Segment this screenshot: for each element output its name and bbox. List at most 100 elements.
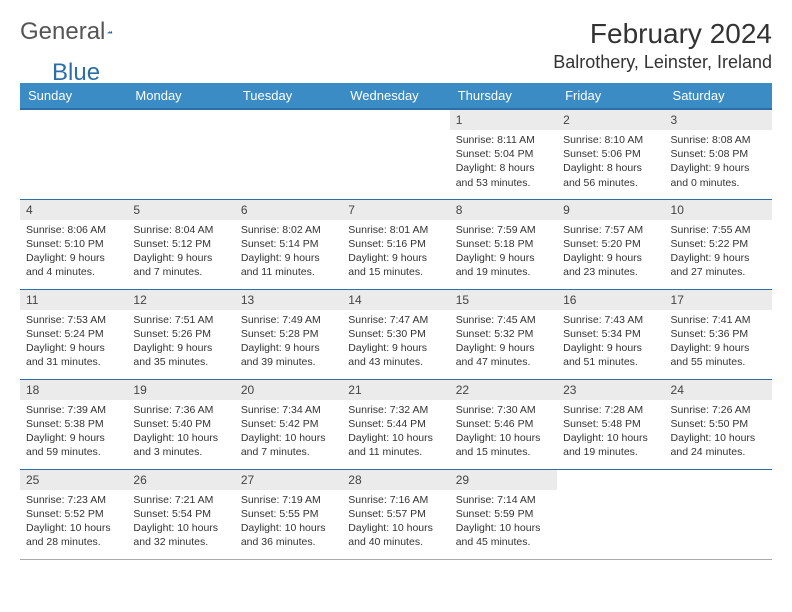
- sunset-text: Sunset: 5:44 PM: [348, 417, 443, 431]
- day-header: Thursday: [450, 83, 557, 109]
- sunset-text: Sunset: 5:54 PM: [133, 507, 228, 521]
- daylight-text: Daylight: 10 hours and 7 minutes.: [241, 431, 336, 459]
- calendar-cell: 12Sunrise: 7:51 AMSunset: 5:26 PMDayligh…: [127, 289, 234, 379]
- calendar-cell: [557, 469, 664, 559]
- day-content: Sunrise: 7:32 AMSunset: 5:44 PMDaylight:…: [342, 400, 449, 466]
- daylight-text: Daylight: 10 hours and 19 minutes.: [563, 431, 658, 459]
- sunset-text: Sunset: 5:36 PM: [671, 327, 766, 341]
- sunrise-text: Sunrise: 8:04 AM: [133, 223, 228, 237]
- day-content: Sunrise: 7:14 AMSunset: 5:59 PMDaylight:…: [450, 490, 557, 556]
- day-content: Sunrise: 7:55 AMSunset: 5:22 PMDaylight:…: [665, 220, 772, 286]
- sunset-text: Sunset: 5:04 PM: [456, 147, 551, 161]
- sunset-text: Sunset: 5:30 PM: [348, 327, 443, 341]
- calendar-body: 1Sunrise: 8:11 AMSunset: 5:04 PMDaylight…: [20, 109, 772, 559]
- day-content: Sunrise: 7:19 AMSunset: 5:55 PMDaylight:…: [235, 490, 342, 556]
- daylight-text: Daylight: 8 hours and 53 minutes.: [456, 161, 551, 189]
- day-header: Saturday: [665, 83, 772, 109]
- daylight-text: Daylight: 9 hours and 4 minutes.: [26, 251, 121, 279]
- day-header: Monday: [127, 83, 234, 109]
- daylight-text: Daylight: 9 hours and 15 minutes.: [348, 251, 443, 279]
- sunrise-text: Sunrise: 7:59 AM: [456, 223, 551, 237]
- calendar-cell: 24Sunrise: 7:26 AMSunset: 5:50 PMDayligh…: [665, 379, 772, 469]
- sunrise-text: Sunrise: 7:41 AM: [671, 313, 766, 327]
- day-number: 12: [127, 290, 234, 310]
- sunrise-text: Sunrise: 7:36 AM: [133, 403, 228, 417]
- calendar-week: 25Sunrise: 7:23 AMSunset: 5:52 PMDayligh…: [20, 469, 772, 559]
- calendar-week: 4Sunrise: 8:06 AMSunset: 5:10 PMDaylight…: [20, 199, 772, 289]
- daylight-text: Daylight: 9 hours and 55 minutes.: [671, 341, 766, 369]
- logo-mark-icon: [107, 23, 112, 41]
- day-content: Sunrise: 7:16 AMSunset: 5:57 PMDaylight:…: [342, 490, 449, 556]
- calendar-week: 11Sunrise: 7:53 AMSunset: 5:24 PMDayligh…: [20, 289, 772, 379]
- daylight-text: Daylight: 8 hours and 56 minutes.: [563, 161, 658, 189]
- logo-word2: Blue: [52, 59, 100, 87]
- calendar-cell: 20Sunrise: 7:34 AMSunset: 5:42 PMDayligh…: [235, 379, 342, 469]
- sunrise-text: Sunrise: 7:26 AM: [671, 403, 766, 417]
- calendar-table: SundayMondayTuesdayWednesdayThursdayFrid…: [20, 83, 772, 560]
- day-content: Sunrise: 7:43 AMSunset: 5:34 PMDaylight:…: [557, 310, 664, 376]
- sunrise-text: Sunrise: 7:43 AM: [563, 313, 658, 327]
- sunrise-text: Sunrise: 7:28 AM: [563, 403, 658, 417]
- sunrise-text: Sunrise: 8:10 AM: [563, 133, 658, 147]
- sunset-text: Sunset: 5:24 PM: [26, 327, 121, 341]
- day-content: Sunrise: 8:04 AMSunset: 5:12 PMDaylight:…: [127, 220, 234, 286]
- calendar-cell: 14Sunrise: 7:47 AMSunset: 5:30 PMDayligh…: [342, 289, 449, 379]
- daylight-text: Daylight: 9 hours and 27 minutes.: [671, 251, 766, 279]
- sunrise-text: Sunrise: 7:32 AM: [348, 403, 443, 417]
- day-number: 1: [450, 110, 557, 130]
- sunrise-text: Sunrise: 7:57 AM: [563, 223, 658, 237]
- calendar-cell: 16Sunrise: 7:43 AMSunset: 5:34 PMDayligh…: [557, 289, 664, 379]
- calendar-cell: 28Sunrise: 7:16 AMSunset: 5:57 PMDayligh…: [342, 469, 449, 559]
- sunset-text: Sunset: 5:42 PM: [241, 417, 336, 431]
- day-content: Sunrise: 8:06 AMSunset: 5:10 PMDaylight:…: [20, 220, 127, 286]
- day-content: Sunrise: 7:26 AMSunset: 5:50 PMDaylight:…: [665, 400, 772, 466]
- day-content: Sunrise: 8:11 AMSunset: 5:04 PMDaylight:…: [450, 130, 557, 196]
- day-content: Sunrise: 7:28 AMSunset: 5:48 PMDaylight:…: [557, 400, 664, 466]
- daylight-text: Daylight: 9 hours and 7 minutes.: [133, 251, 228, 279]
- daylight-text: Daylight: 10 hours and 28 minutes.: [26, 521, 121, 549]
- day-content: Sunrise: 8:08 AMSunset: 5:08 PMDaylight:…: [665, 130, 772, 196]
- day-number: 27: [235, 470, 342, 490]
- sunset-text: Sunset: 5:26 PM: [133, 327, 228, 341]
- sunset-text: Sunset: 5:50 PM: [671, 417, 766, 431]
- day-number: 5: [127, 200, 234, 220]
- sunset-text: Sunset: 5:48 PM: [563, 417, 658, 431]
- calendar-cell: 1Sunrise: 8:11 AMSunset: 5:04 PMDaylight…: [450, 109, 557, 199]
- location-text: Balrothery, Leinster, Ireland: [553, 52, 772, 73]
- page-header: General February 2024 Balrothery, Leinst…: [20, 18, 772, 73]
- day-header: Wednesday: [342, 83, 449, 109]
- day-number: 15: [450, 290, 557, 310]
- calendar-cell: 19Sunrise: 7:36 AMSunset: 5:40 PMDayligh…: [127, 379, 234, 469]
- sunrise-text: Sunrise: 7:39 AM: [26, 403, 121, 417]
- day-number: 20: [235, 380, 342, 400]
- calendar-cell: 2Sunrise: 8:10 AMSunset: 5:06 PMDaylight…: [557, 109, 664, 199]
- sunset-text: Sunset: 5:28 PM: [241, 327, 336, 341]
- daylight-text: Daylight: 9 hours and 47 minutes.: [456, 341, 551, 369]
- daylight-text: Daylight: 9 hours and 11 minutes.: [241, 251, 336, 279]
- calendar-cell: 11Sunrise: 7:53 AMSunset: 5:24 PMDayligh…: [20, 289, 127, 379]
- day-content: Sunrise: 7:41 AMSunset: 5:36 PMDaylight:…: [665, 310, 772, 376]
- day-number: 17: [665, 290, 772, 310]
- day-number: 14: [342, 290, 449, 310]
- sunrise-text: Sunrise: 7:19 AM: [241, 493, 336, 507]
- calendar-cell: 6Sunrise: 8:02 AMSunset: 5:14 PMDaylight…: [235, 199, 342, 289]
- calendar-cell: 13Sunrise: 7:49 AMSunset: 5:28 PMDayligh…: [235, 289, 342, 379]
- sunset-text: Sunset: 5:57 PM: [348, 507, 443, 521]
- day-number: 10: [665, 200, 772, 220]
- daylight-text: Daylight: 9 hours and 19 minutes.: [456, 251, 551, 279]
- calendar-cell: 4Sunrise: 8:06 AMSunset: 5:10 PMDaylight…: [20, 199, 127, 289]
- sunrise-text: Sunrise: 7:30 AM: [456, 403, 551, 417]
- sunset-text: Sunset: 5:34 PM: [563, 327, 658, 341]
- calendar-cell: 10Sunrise: 7:55 AMSunset: 5:22 PMDayligh…: [665, 199, 772, 289]
- sunset-text: Sunset: 5:38 PM: [26, 417, 121, 431]
- sunrise-text: Sunrise: 8:01 AM: [348, 223, 443, 237]
- calendar-cell: 23Sunrise: 7:28 AMSunset: 5:48 PMDayligh…: [557, 379, 664, 469]
- day-content: Sunrise: 7:53 AMSunset: 5:24 PMDaylight:…: [20, 310, 127, 376]
- calendar-cell: 9Sunrise: 7:57 AMSunset: 5:20 PMDaylight…: [557, 199, 664, 289]
- calendar-cell: [342, 109, 449, 199]
- day-number: 29: [450, 470, 557, 490]
- day-number: 18: [20, 380, 127, 400]
- sunrise-text: Sunrise: 7:45 AM: [456, 313, 551, 327]
- day-number: 26: [127, 470, 234, 490]
- daylight-text: Daylight: 9 hours and 51 minutes.: [563, 341, 658, 369]
